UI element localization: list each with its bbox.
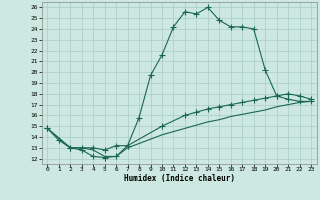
X-axis label: Humidex (Indice chaleur): Humidex (Indice chaleur): [124, 174, 235, 183]
